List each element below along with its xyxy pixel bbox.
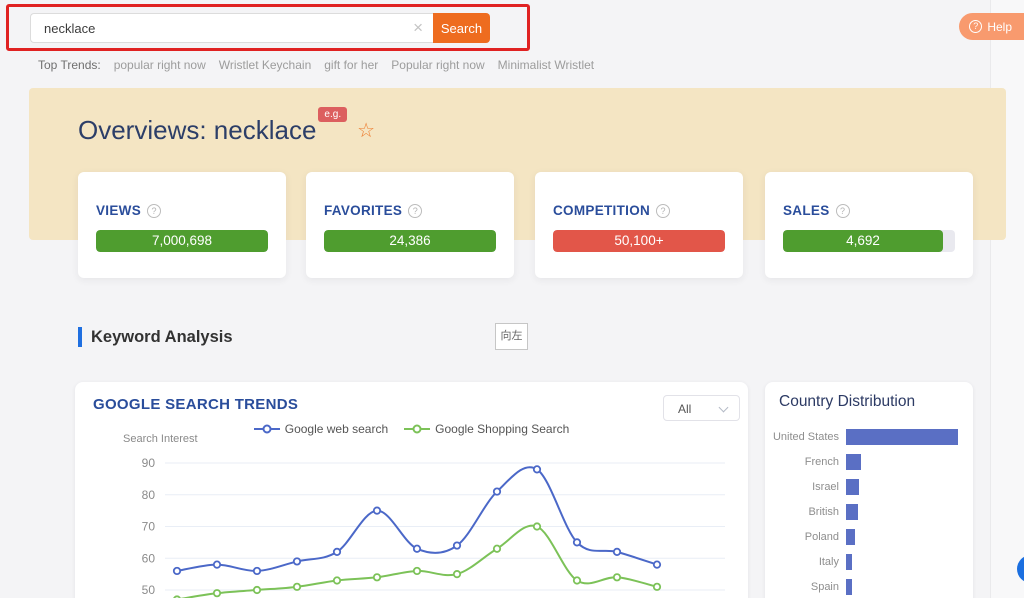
favorite-star-icon[interactable]: ☆: [357, 120, 376, 142]
floating-action-button[interactable]: [1017, 555, 1024, 583]
stat-value-bar: 4,692: [783, 230, 943, 252]
line-chart: 90 80 70 60 50: [142, 456, 725, 598]
country-distribution-card: Country Distribution United States French…: [765, 382, 973, 598]
trend-link[interactable]: Minimalist Wristlet: [497, 58, 595, 72]
country-label: British: [808, 505, 839, 518]
stat-card-favorites: FAVORITES ? 24,386: [306, 172, 514, 278]
country-label: United States: [772, 430, 839, 443]
country-row: Israel: [765, 474, 973, 499]
trend-link[interactable]: gift for her: [324, 58, 379, 72]
country-label: Israel: [812, 480, 839, 493]
google-trends-card: 90 80 70 60 50 GOOGLE SEARCH TRENDS All Goog…: [75, 382, 748, 598]
country-label: Spain: [810, 580, 839, 593]
svg-text:90: 90: [142, 456, 156, 470]
stat-value: 24,386: [389, 233, 431, 248]
legend-marker-icon: [253, 424, 280, 434]
top-trends: Top Trends: popular right now Wristlet Ke…: [38, 58, 594, 72]
legend-item[interactable]: Google Shopping Search: [404, 422, 569, 436]
stat-value: 7,000,698: [151, 233, 213, 248]
legend-label: Google Shopping Search: [435, 422, 570, 436]
svg-text:70: 70: [142, 520, 156, 534]
help-label: Help: [987, 19, 1012, 34]
section-title: Keyword Analysis: [91, 327, 233, 346]
question-icon[interactable]: ?: [408, 203, 423, 218]
stat-bar-track: 4,692: [783, 230, 955, 252]
country-label: French: [804, 455, 839, 468]
help-button[interactable]: ? Help: [959, 13, 1024, 40]
stat-value-bar: 50,100+: [553, 230, 725, 252]
country-bar: [846, 578, 852, 595]
stat-value: 50,100+: [614, 233, 664, 248]
country-bars: United States French Israel British Poland It…: [765, 424, 973, 598]
stat-label: VIEWS: [96, 203, 142, 218]
example-badge: e.g.: [318, 107, 348, 122]
question-icon[interactable]: ?: [147, 203, 162, 218]
legend-label: Google web search: [284, 422, 389, 436]
country-label: Poland: [804, 530, 839, 543]
stat-label: SALES: [783, 203, 830, 218]
question-icon[interactable]: ?: [656, 203, 671, 218]
stat-value: 4,692: [846, 233, 880, 248]
search-bar: necklace × Search: [30, 13, 490, 43]
search-input[interactable]: necklace ×: [30, 13, 433, 43]
stat-card-views: VIEWS ? 7,000,698: [78, 172, 286, 278]
country-bar: [846, 478, 860, 495]
country-chart-title: Country Distribution: [779, 393, 916, 410]
top-trends-links: popular right now Wristlet Keychain gift f…: [114, 58, 594, 72]
svg-text:80: 80: [142, 488, 156, 502]
overview-title-row: Overviews: necklace e.g. ☆: [78, 107, 376, 146]
country-bar: [846, 553, 852, 570]
filter-dropdown[interactable]: All: [663, 395, 740, 421]
trend-link[interactable]: Popular right now: [391, 58, 485, 72]
legend-item[interactable]: Google web search: [253, 422, 389, 436]
page-title: Overviews: necklace: [78, 115, 317, 145]
stat-bar-track: 24,386: [324, 230, 496, 252]
legend-marker-icon: [404, 424, 431, 434]
country-bar: [846, 503, 859, 520]
chevron-down-icon: [718, 402, 729, 413]
country-bar: [846, 453, 861, 470]
stat-card-competition: COMPETITION ? 50,100+: [535, 172, 743, 278]
svg-text:50: 50: [142, 583, 156, 597]
clear-icon[interactable]: ×: [413, 18, 423, 37]
search-button[interactable]: Search: [433, 13, 490, 43]
stat-bar-track: 50,100+: [553, 230, 725, 252]
section-header: Keyword Analysis: [78, 327, 233, 347]
country-bar: [846, 528, 855, 545]
trend-link[interactable]: popular right now: [113, 58, 206, 72]
stat-bar-track: 7,000,698: [96, 230, 268, 252]
overlay-box[interactable]: 向左: [495, 323, 528, 350]
stat-label: COMPETITION: [553, 203, 651, 218]
trend-link[interactable]: Wristlet Keychain: [218, 58, 312, 72]
chart-legend: Google web search Google Shopping Search: [75, 422, 748, 436]
country-row: Italy: [765, 549, 973, 574]
country-row: Spain: [765, 574, 973, 598]
top-trends-label: Top Trends:: [38, 58, 101, 72]
stat-label: FAVORITES: [324, 203, 403, 218]
search-input-value: necklace: [44, 21, 96, 36]
country-row: Poland: [765, 524, 973, 549]
chart-title: GOOGLE SEARCH TRENDS: [93, 396, 299, 413]
country-row: French: [765, 449, 973, 474]
question-icon: ?: [969, 20, 983, 33]
stat-value-bar: 7,000,698: [96, 230, 268, 252]
y-axis-label: Search Interest: [123, 433, 198, 445]
country-bar: [846, 428, 958, 445]
section-accent-bar: [78, 327, 82, 347]
stat-value-bar: 24,386: [324, 230, 496, 252]
svg-text:60: 60: [142, 551, 156, 565]
country-row: British: [765, 499, 973, 524]
question-icon[interactable]: ?: [835, 203, 850, 218]
stat-card-sales: SALES ? 4,692: [765, 172, 973, 278]
filter-value: All: [678, 402, 692, 416]
country-row: United States: [765, 424, 973, 449]
country-label: Italy: [818, 555, 839, 568]
